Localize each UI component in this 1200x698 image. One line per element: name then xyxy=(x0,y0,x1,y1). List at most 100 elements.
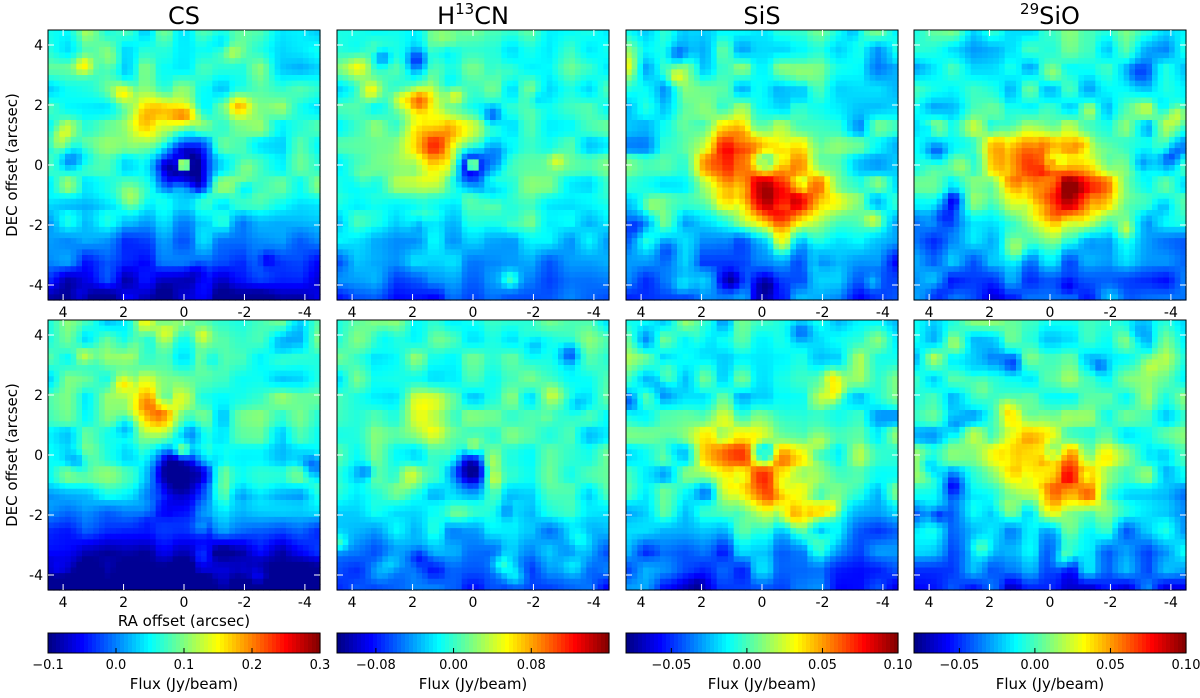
heat-cell xyxy=(280,30,287,37)
heat-cell xyxy=(518,165,525,172)
heat-cell xyxy=(478,215,485,222)
heat-cell xyxy=(82,215,89,222)
heat-cell xyxy=(575,226,582,234)
heat-cell xyxy=(439,30,446,37)
heat-cell xyxy=(184,176,191,183)
heat-cell xyxy=(314,288,321,295)
heat-cell xyxy=(65,108,72,115)
heat-cell xyxy=(779,52,786,59)
heat-cell xyxy=(461,69,468,76)
heat-cell xyxy=(150,153,157,160)
heat-cell xyxy=(473,86,480,93)
heat-cell xyxy=(342,114,349,121)
heat-cell xyxy=(274,226,281,234)
y-tick-label: 4 xyxy=(34,38,43,54)
heat-cell xyxy=(53,215,60,222)
heat-cell xyxy=(563,131,570,138)
heat-cell xyxy=(116,238,123,245)
heat-cell xyxy=(240,226,247,234)
heat-cell xyxy=(218,148,225,155)
heat-cell xyxy=(308,277,315,284)
heat-cell xyxy=(507,108,514,115)
heat-cell xyxy=(603,176,610,183)
heat-cell xyxy=(87,58,94,65)
heat-cell xyxy=(82,232,89,239)
heat-cell xyxy=(682,58,689,65)
heat-cell xyxy=(586,198,593,205)
heat-cell xyxy=(70,266,77,273)
heat-cell xyxy=(87,148,94,155)
heat-cell xyxy=(218,108,225,115)
heat-cell xyxy=(286,283,293,290)
heat-cell xyxy=(121,136,128,144)
heat-cell xyxy=(127,58,134,65)
heat-cell xyxy=(201,108,208,115)
heat-cell xyxy=(524,136,531,144)
heat-cell xyxy=(342,283,349,290)
heat-cell xyxy=(161,125,168,132)
heat-cell xyxy=(184,69,191,76)
heat-cell xyxy=(603,260,610,267)
heat-cell xyxy=(410,288,417,295)
heat-cell xyxy=(484,30,491,37)
heat-cell xyxy=(473,142,480,149)
heat-cell xyxy=(467,288,474,295)
heat-cell xyxy=(127,165,134,172)
heat-cell xyxy=(490,153,497,160)
heat-cell xyxy=(206,181,213,189)
heat-cell xyxy=(365,204,372,211)
heat-cell xyxy=(524,63,531,70)
heat-cell xyxy=(314,193,321,200)
heat-cell xyxy=(881,46,888,54)
heat-cell xyxy=(212,294,219,301)
heat-cell xyxy=(439,260,446,267)
heat-cell xyxy=(393,75,400,82)
heat-cell xyxy=(99,91,106,99)
heat-cell xyxy=(422,97,429,104)
heat-cell xyxy=(206,176,213,183)
heat-cell xyxy=(150,238,157,245)
heat-cell xyxy=(490,120,497,127)
heat-cell xyxy=(529,125,536,132)
heat-cell xyxy=(189,97,196,104)
heat-cell xyxy=(354,238,361,245)
heat-cell xyxy=(99,210,106,217)
heat-cell xyxy=(393,187,400,194)
heat-cell xyxy=(70,35,77,42)
heat-cell xyxy=(444,136,451,144)
heat-cell xyxy=(291,41,298,48)
heat-cell xyxy=(376,193,383,200)
heat-cell xyxy=(280,260,287,267)
heat-cell xyxy=(444,243,451,250)
heat-cell xyxy=(444,69,451,76)
heat-cell xyxy=(728,63,735,70)
heat-cell xyxy=(195,215,202,222)
heat-cell xyxy=(371,176,378,183)
heat-cell xyxy=(257,283,264,290)
heat-cell xyxy=(76,271,83,279)
heat-cell xyxy=(195,238,202,245)
heat-cell xyxy=(365,142,372,149)
heat-cell xyxy=(558,69,565,76)
heat-cell xyxy=(138,41,145,48)
heat-cell xyxy=(269,243,276,250)
heat-cell xyxy=(382,260,389,267)
heat-cell xyxy=(405,97,412,104)
heat-cell xyxy=(750,35,757,42)
heat-cell xyxy=(388,210,395,217)
heat-cell xyxy=(223,103,230,110)
heat-cell xyxy=(501,277,508,284)
heat-cell xyxy=(410,226,417,234)
heat-cell xyxy=(439,232,446,239)
heat-cell xyxy=(201,120,208,127)
heat-cell xyxy=(490,215,497,222)
heat-cell xyxy=(399,187,406,194)
heat-cell xyxy=(104,30,111,37)
heat-cell xyxy=(110,35,117,42)
heat-cell xyxy=(495,159,502,166)
heat-cell xyxy=(348,114,355,121)
heat-cell xyxy=(575,210,582,217)
heat-cell xyxy=(308,108,315,115)
heat-cell xyxy=(116,75,123,82)
heat-cell xyxy=(116,266,123,273)
